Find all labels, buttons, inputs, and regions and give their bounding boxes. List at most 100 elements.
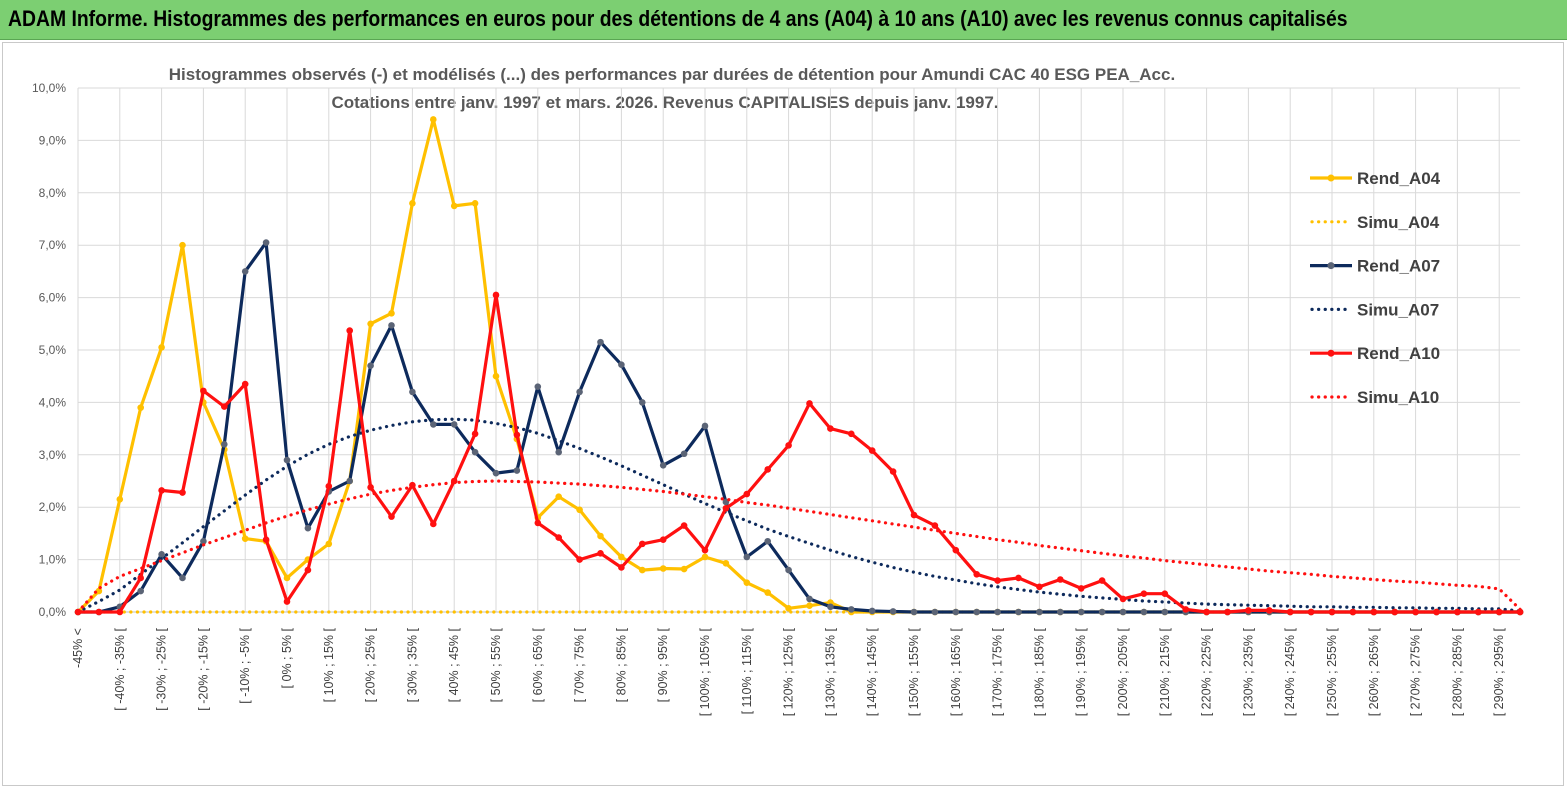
data-point [283, 456, 291, 464]
data-point [994, 608, 1001, 616]
data-point [471, 199, 479, 207]
data-point [450, 202, 458, 210]
data-point [409, 199, 416, 207]
data-point [137, 574, 144, 582]
data-point [555, 448, 562, 456]
data-point [450, 421, 458, 428]
x-tick-label: [ 150% ; 155% [ [907, 627, 921, 716]
data-point [764, 589, 771, 596]
data-point [241, 380, 249, 388]
data-point [597, 550, 604, 557]
data-point [618, 553, 625, 561]
data-point [639, 399, 646, 406]
data-point [743, 579, 751, 586]
x-tick-label: [ 120% ; 125% [ [782, 627, 796, 716]
data-point [1161, 590, 1169, 597]
data-point [346, 477, 354, 485]
x-tick-label: [ 70% ; 75% [ [573, 627, 587, 702]
data-point [492, 291, 500, 299]
y-tick-label: 4,0% [39, 395, 67, 409]
legend-item: Rend_A07 [1310, 257, 1440, 276]
data-point [785, 605, 792, 612]
x-tick-label: [ 200% ; 205% [ [1116, 627, 1130, 716]
legend-label: Rend_A04 [1357, 169, 1441, 188]
data-point [868, 607, 876, 615]
data-point [200, 387, 207, 395]
data-point [325, 482, 333, 490]
data-point [283, 574, 291, 582]
legend-label: Simu_A04 [1357, 213, 1440, 232]
data-point [555, 534, 562, 541]
y-tick-label: 5,0% [39, 343, 67, 357]
data-point [1140, 608, 1148, 616]
x-tick-label: [ -10% ; -5% [ [238, 627, 252, 703]
y-tick-label: 7,0% [39, 238, 67, 252]
x-tick-label: [ 100% ; 105% [ [698, 627, 712, 716]
data-point [680, 522, 688, 529]
y-tick-label: 1,0% [39, 553, 67, 567]
data-point [367, 320, 374, 328]
x-tick-label: [ 160% ; 165% [ [949, 627, 963, 716]
data-point [785, 566, 792, 574]
data-point [471, 448, 479, 456]
data-point [743, 553, 751, 561]
data-point [1182, 606, 1189, 613]
legend-marker [1327, 349, 1335, 357]
x-tick-label: [ 220% ; 225% [ [1200, 627, 1214, 716]
data-point [513, 431, 521, 439]
report-title: ADAM Informe. Histogrammes des performan… [8, 6, 1348, 31]
data-point [743, 490, 751, 498]
data-point [1245, 607, 1252, 614]
data-point [1370, 608, 1378, 616]
data-point [827, 425, 834, 432]
series-simu-a10 [76, 479, 1522, 614]
y-tick-label: 8,0% [39, 186, 67, 200]
legend-label: Rend_A07 [1357, 257, 1440, 276]
data-point [1161, 608, 1169, 616]
data-point [680, 450, 688, 458]
data-point [701, 546, 709, 554]
data-point [304, 566, 312, 574]
data-point [283, 598, 291, 605]
data-point [1057, 576, 1064, 583]
data-point [95, 608, 103, 616]
x-tick-label: [ -20% ; -15% [ [196, 627, 210, 710]
x-tick-label: [ 130% ; 135% [ [823, 627, 837, 716]
data-point [889, 468, 897, 475]
data-point [785, 442, 792, 449]
data-point [952, 608, 960, 616]
data-point [973, 570, 980, 578]
data-point [1475, 608, 1482, 616]
chart-legend: Rend_A04 Simu_A04 Rend_A07 Simu_A07 Rend_A10… [1310, 169, 1441, 407]
legend-marker [1327, 174, 1335, 182]
data-point [1036, 608, 1043, 616]
y-tick-label: 9,0% [39, 133, 67, 147]
data-point [241, 535, 249, 542]
data-point [576, 506, 583, 514]
data-point [618, 564, 625, 571]
legend-label: Simu_A07 [1357, 300, 1439, 319]
x-tick-label: -45% < [71, 628, 85, 668]
data-point [116, 608, 124, 616]
data-point [806, 602, 813, 610]
x-tick-label: [ 170% ; 175% [ [991, 627, 1005, 716]
data-point [910, 511, 918, 519]
x-tick-label: [ 40% ; 45% [ [447, 627, 461, 702]
data-point [931, 608, 939, 616]
data-point [952, 546, 960, 554]
data-point [1098, 608, 1106, 616]
data-point [1119, 608, 1127, 616]
legend-item: Rend_A10 [1310, 344, 1440, 363]
x-tick-label: [ 250% ; 255% [ [1325, 627, 1339, 716]
data-point [701, 553, 709, 561]
data-point [994, 577, 1001, 584]
data-point [200, 537, 207, 545]
legend-item: Simu_A07 [1310, 300, 1439, 319]
data-point [471, 430, 479, 438]
data-point [409, 388, 416, 396]
data-point [1516, 608, 1524, 616]
x-tick-label: [ 10% ; 15% [ [322, 627, 336, 702]
x-tick-label: [ 260% ; 265% [ [1367, 627, 1381, 716]
series-line [76, 417, 1522, 614]
data-point [430, 116, 437, 123]
